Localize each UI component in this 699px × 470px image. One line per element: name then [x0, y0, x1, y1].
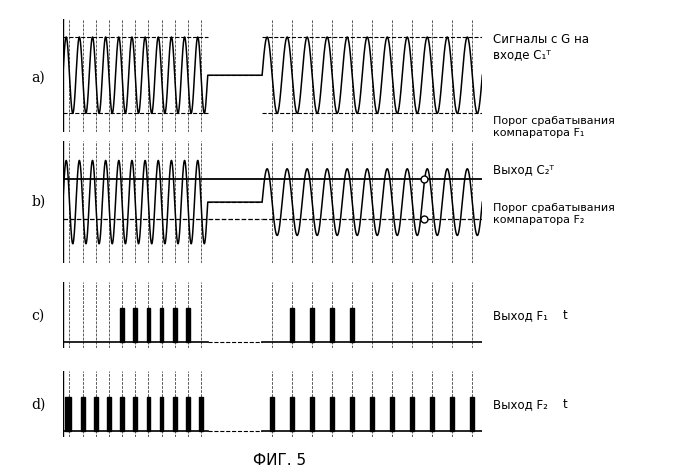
Bar [147, 397, 150, 431]
Text: Порог срабатывания
компаратора F₁: Порог срабатывания компаратора F₁ [493, 116, 614, 138]
Text: d): d) [31, 397, 46, 411]
Bar [199, 397, 203, 431]
Text: Выход C₂ᵀ: Выход C₂ᵀ [493, 163, 554, 176]
Bar [159, 308, 164, 342]
Bar [107, 397, 111, 431]
Bar [290, 397, 294, 431]
Bar [94, 397, 98, 431]
Bar [186, 397, 189, 431]
Bar [134, 397, 137, 431]
Text: ФИГ. 5: ФИГ. 5 [253, 453, 306, 468]
Text: Порог срабатывания
компаратора F₂: Порог срабатывания компаратора F₂ [493, 203, 614, 225]
Bar [370, 397, 374, 431]
Text: t: t [563, 309, 568, 322]
Bar [390, 397, 394, 431]
Bar [186, 308, 189, 342]
Text: t: t [563, 398, 568, 411]
Bar [173, 397, 177, 431]
Bar [120, 397, 124, 431]
Bar [331, 397, 334, 431]
Bar [134, 308, 137, 342]
Bar [81, 397, 85, 431]
Bar [68, 397, 71, 431]
Text: Сигналы с G на
входе C₁ᵀ: Сигналы с G на входе C₁ᵀ [493, 33, 589, 61]
Bar [65, 397, 69, 431]
Bar [470, 397, 474, 431]
Bar [173, 308, 177, 342]
Bar [350, 397, 354, 431]
Bar [350, 308, 354, 342]
Text: Выход F₁: Выход F₁ [493, 309, 548, 322]
Text: a): a) [31, 70, 45, 85]
Text: Выход F₂: Выход F₂ [493, 398, 548, 411]
Bar [159, 397, 164, 431]
Bar [310, 397, 314, 431]
Bar [147, 308, 150, 342]
Bar [120, 308, 124, 342]
Bar [450, 397, 454, 431]
Bar [431, 397, 434, 431]
Text: b): b) [31, 195, 45, 209]
Text: c): c) [31, 309, 45, 323]
Bar [271, 397, 274, 431]
Bar [310, 308, 314, 342]
Bar [331, 308, 334, 342]
Bar [410, 397, 414, 431]
Bar [290, 308, 294, 342]
